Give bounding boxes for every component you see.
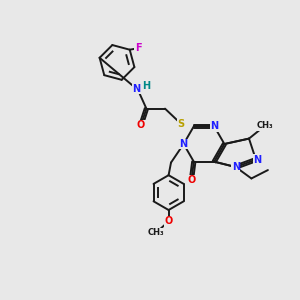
Text: O: O [164, 216, 173, 226]
Text: N: N [253, 154, 262, 165]
Text: N: N [179, 139, 188, 149]
Text: O: O [187, 175, 196, 185]
Text: N: N [132, 83, 141, 94]
Text: N: N [232, 162, 240, 172]
Text: CH₃: CH₃ [148, 228, 164, 237]
Text: O: O [137, 120, 145, 130]
Text: CH₃: CH₃ [256, 122, 273, 130]
Text: S: S [178, 119, 185, 129]
Text: H: H [142, 81, 151, 92]
Text: N: N [210, 121, 218, 131]
Text: F: F [135, 43, 141, 53]
